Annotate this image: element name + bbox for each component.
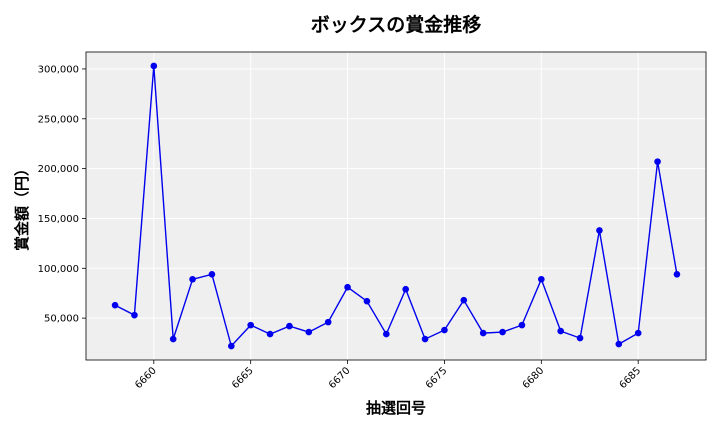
data-series — [111, 62, 681, 350]
data-point — [499, 328, 506, 336]
data-point — [131, 311, 138, 319]
data-point — [247, 321, 254, 329]
x-tick-label: 6675 — [424, 365, 450, 391]
x-tick-label: 6685 — [618, 365, 644, 391]
data-point — [305, 328, 313, 336]
data-point — [169, 335, 177, 343]
series-line — [114, 65, 678, 348]
data-point — [479, 329, 487, 337]
data-point — [673, 270, 681, 278]
data-point — [383, 330, 390, 338]
data-point — [576, 334, 584, 342]
data-point — [460, 296, 468, 304]
data-point — [324, 318, 332, 326]
data-point — [518, 321, 526, 329]
x-tick-label: 6670 — [327, 365, 353, 391]
data-point — [228, 342, 235, 350]
data-point — [344, 283, 351, 291]
grid-lines — [86, 52, 706, 360]
y-tick-label: 200,000 — [38, 164, 79, 175]
plot-area — [86, 52, 706, 360]
data-point — [363, 297, 371, 305]
y-tick-label: 150,000 — [38, 214, 79, 225]
x-axis: 6660 6665 6670 6675 6680 6685 — [133, 360, 643, 391]
data-point — [634, 329, 642, 337]
x-tick-label: 6680 — [521, 365, 547, 391]
x-tick-label: 6665 — [230, 365, 256, 391]
data-point — [615, 340, 623, 348]
data-point — [111, 301, 119, 309]
y-axis: 50,000 100,000 150,000 200,000 250,000 300,00… — [38, 64, 86, 325]
x-axis-title: 抽選回号 — [366, 399, 426, 417]
data-point — [421, 335, 429, 343]
data-point — [441, 326, 448, 334]
data-point — [538, 275, 545, 283]
data-point — [402, 285, 409, 293]
data-point — [266, 330, 274, 338]
data-point — [654, 158, 661, 165]
y-tick-label: 250,000 — [38, 114, 79, 125]
data-point — [286, 322, 293, 330]
y-tick-label: 50,000 — [44, 314, 79, 325]
plot-frame — [85, 51, 707, 361]
y-tick-label: 100,000 — [38, 264, 79, 275]
data-point — [189, 275, 196, 283]
data-point — [208, 270, 216, 278]
chart-title: ボックスの賞金推移 — [311, 13, 481, 36]
data-point — [596, 227, 603, 234]
data-point — [557, 327, 564, 335]
data-point — [150, 62, 158, 70]
x-tick-label: 6660 — [133, 365, 159, 391]
y-axis-title: 賞金額（円） — [13, 161, 31, 251]
y-tick-label: 300,000 — [38, 64, 79, 75]
